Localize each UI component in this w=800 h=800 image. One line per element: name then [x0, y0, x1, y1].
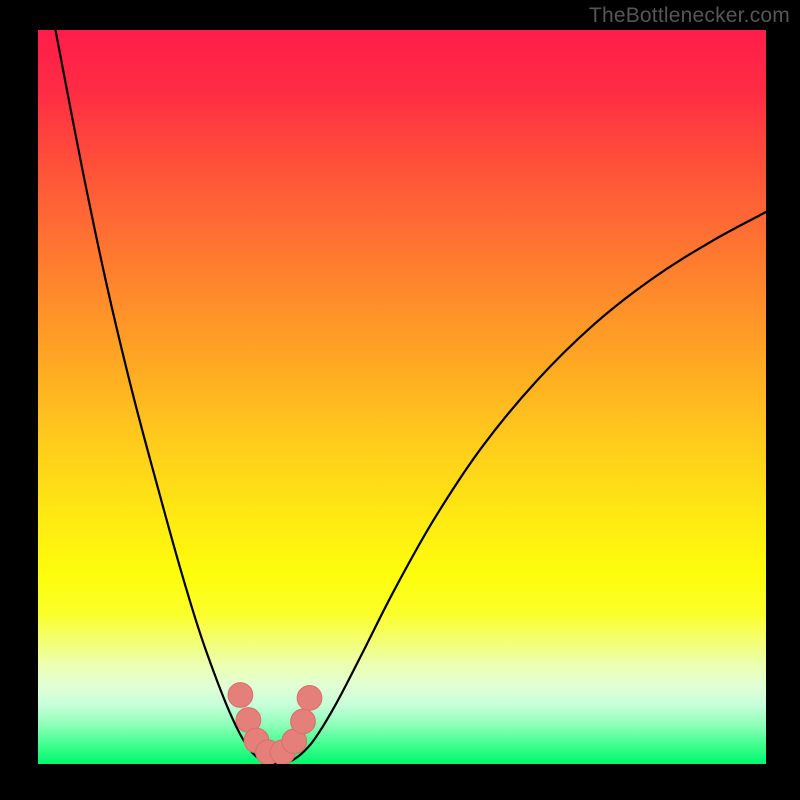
valley-marker	[297, 686, 322, 711]
chart-frame: TheBottlenecker.com	[0, 0, 800, 800]
valley-marker	[228, 683, 253, 708]
valley-marker	[291, 709, 316, 734]
plot-area	[38, 30, 766, 764]
bottleneck-curve	[55, 30, 766, 764]
watermark-text: TheBottlenecker.com	[589, 4, 790, 28]
bottleneck-curve-svg	[38, 30, 766, 764]
